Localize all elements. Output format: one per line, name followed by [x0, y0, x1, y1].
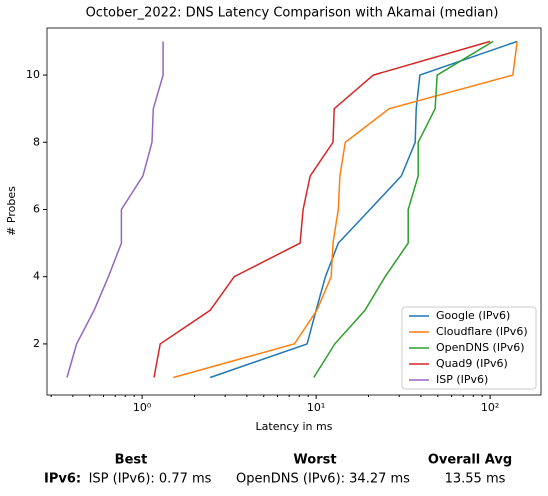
summary-header: Overall Avg — [428, 453, 512, 468]
y-axis-label: # Probes — [5, 186, 18, 236]
series-line — [209, 40, 518, 379]
summary-cell: OpenDNS (IPv6): 34.27 ms — [236, 472, 410, 487]
legend-label: OpenDNS (IPv6) — [436, 341, 525, 354]
legend-label: Cloudflare (IPv6) — [436, 325, 528, 338]
legend-label: Quad9 (IPv6) — [436, 357, 508, 370]
summary-header: Worst — [293, 453, 336, 468]
x-tick-label: 10¹ — [307, 401, 325, 414]
summary-cell: ISP (IPv6): 0.77 ms — [89, 472, 212, 487]
y-tick-label: 10 — [26, 68, 40, 81]
summary-row-label: IPv6: — [44, 472, 81, 487]
x-axis-label: Latency in ms — [256, 420, 333, 433]
y-tick-label: 4 — [33, 270, 40, 283]
y-tick-label: 6 — [33, 202, 40, 215]
legend-label: Google (IPv6) — [436, 309, 510, 322]
series-line — [66, 41, 164, 378]
y-tick-label: 2 — [33, 337, 40, 350]
y-tick-label: 8 — [33, 135, 40, 148]
legend-label: ISP (IPv6) — [436, 373, 488, 386]
summary-cell: 13.55 ms — [445, 472, 506, 487]
chart-title: October_2022: DNS Latency Comparison wit… — [86, 6, 499, 21]
x-tick-label: 10⁰ — [133, 401, 152, 414]
series-line — [153, 40, 491, 378]
series-line — [173, 41, 518, 379]
series-line — [313, 40, 494, 378]
summary-header: Best — [115, 453, 148, 468]
plot-frame — [46, 27, 542, 396]
x-tick-label: 10² — [481, 401, 499, 414]
legend-box — [401, 306, 537, 390]
